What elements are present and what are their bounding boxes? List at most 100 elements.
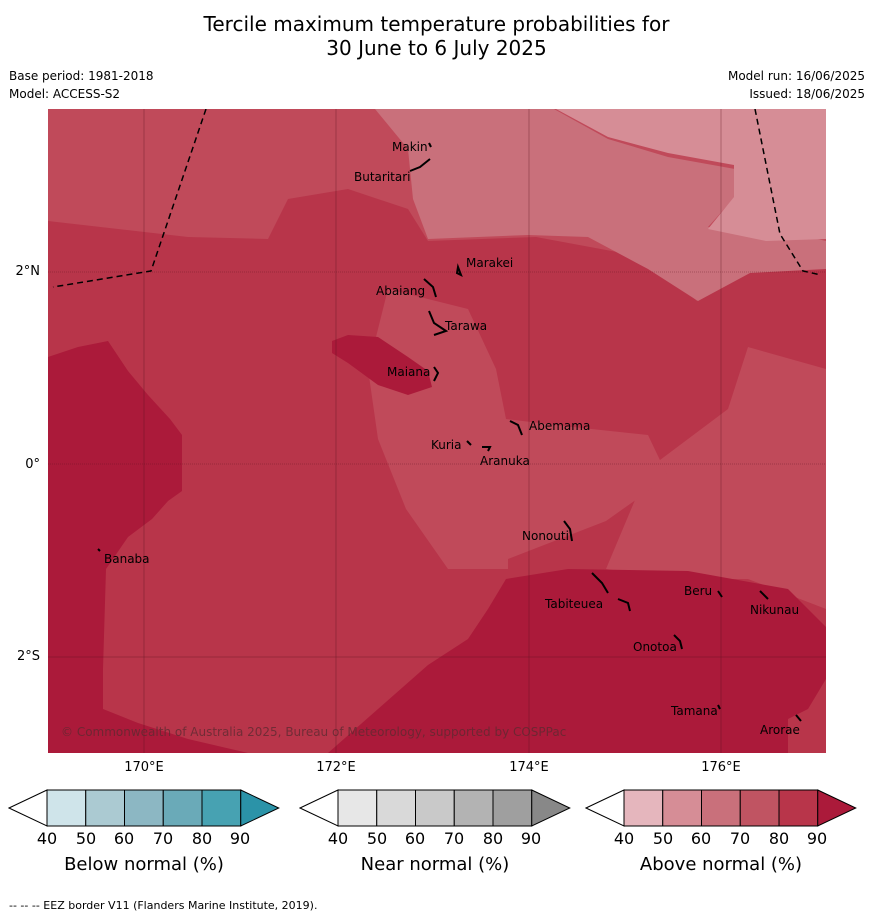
colorbar-segment [492,789,533,827]
grid-lines [48,109,826,753]
cbar1-tick: 70 [443,829,465,848]
island-abemama [509,420,523,436]
island-onotoa [673,634,683,650]
map-title: Tercile maximum temperature probabilitie… [0,12,873,60]
place-label: Tamana [670,704,718,718]
colorbar-extend-high [240,789,280,827]
lat-label-2n: 2°N [15,264,41,279]
lon-label-172e: 172°E [316,760,356,775]
lat-label-2s: 2°S [16,649,40,664]
issued-date: Issued: 18/06/2025 [749,87,865,101]
copyright-notice: © Commonwealth of Australia 2025, Bureau… [61,725,566,739]
place-label: Tabiteuea [544,597,603,611]
island-makin [428,142,432,148]
island-tabiteuea [591,572,631,612]
cbar0-tick: 80 [191,829,213,848]
place-label: Makin [392,140,428,154]
place-label: Tarawa [444,319,487,333]
cbar2-tick: 40 [613,829,635,848]
zone-70-80-middle [368,289,668,569]
metadata-left: Base period: 1981-2018 Model: ACCESS-S2 [9,67,154,103]
colorbar-extend-low [299,789,339,827]
place-label: Marakei [466,256,513,270]
colorbar-segment [337,789,378,827]
place-label: Abemama [529,419,590,433]
colorbar-segment [162,789,203,827]
place-label: Kuria [431,438,462,452]
colorbar-segment [701,789,741,827]
colorbar-near-normal [299,789,571,827]
island-marakei [455,263,463,278]
zone-60-70 [375,109,826,301]
island-banaba [97,548,101,552]
colorbar-segment [124,789,164,827]
cbar2-tick: 90 [806,829,828,848]
colorbar-title-above: Above normal (%) [639,854,803,875]
zone-90-west [48,341,248,753]
island-arorae [795,714,802,722]
cbar2-tick: 60 [690,829,712,848]
island-tamana [717,704,721,710]
island-tarawa [428,310,449,336]
colorbar-title-near: Near normal (%) [360,854,510,875]
cbar1-tick: 90 [520,829,542,848]
island-beru [717,590,723,598]
place-label: Nonouti [522,529,569,543]
colorbar-extend-low [585,789,625,827]
colorbar-segment [778,789,819,827]
colorbar-segment [85,789,125,827]
colorbar-below-normal [8,789,280,827]
island-kuria [466,440,472,446]
lon-label-176e: 176°E [701,760,741,775]
colorbar-above-normal [585,789,857,827]
title-line-2: 30 June to 6 July 2025 [326,36,547,60]
colorbar-title-below: Below normal (%) [64,854,224,875]
zone-90-south [328,569,826,753]
island-butaritari [409,158,431,172]
colorbar-segment [201,789,242,827]
cbar2-tick: 70 [729,829,751,848]
lat-label-equator: 0° [25,457,40,472]
cbar0-tick: 50 [75,829,97,848]
metadata-right: Model run: 16/06/2025 Issued: 18/06/2025 [728,67,865,103]
place-label: Aranuka [480,454,530,468]
island-maiana [433,366,440,382]
colorbar-extend-high [531,789,571,827]
colorbar-extend-low [8,789,48,827]
cbar0-tick: 90 [229,829,251,848]
cbar1-tick: 40 [327,829,349,848]
cbar0-tick: 40 [36,829,58,848]
zone-90-maiana [332,335,432,395]
colorbar-segment [739,789,780,827]
zone-50-60 [556,109,826,241]
cbar2-tick: 80 [768,829,790,848]
colorbar-segment [453,789,494,827]
island-abaiang [423,278,437,298]
colorbar-segment [415,789,455,827]
island-nonouti [563,520,573,542]
eez-footer-note: -- -- -- EEZ border V11 (Flanders Marine… [9,899,318,912]
model-run-date: Model run: 16/06/2025 [727,69,865,83]
place-label: Banaba [104,552,150,566]
eez-border-west [52,109,207,288]
colorbar-extend-high [817,789,857,827]
probability-map: Makin Butaritari Marakei Abaiang Tarawa … [48,109,826,753]
lon-label-174e: 174°E [509,760,549,775]
model-name: Model: ACCESS-S2 [9,87,121,101]
place-label: Onotoa [633,640,677,654]
eez-borders [52,109,822,288]
lon-label-170e: 170°E [124,760,164,775]
place-label: Maiana [387,365,430,379]
islands [97,142,802,722]
cbar1-tick: 50 [366,829,388,848]
colorbar-segment [662,789,702,827]
place-label: Nikunau [750,603,799,617]
island-nikunau [759,590,769,600]
island-aranuka [482,446,492,452]
colorbar-segment [46,789,87,827]
colorbar-segment [376,789,416,827]
colorbar-segment [623,789,664,827]
place-label: Butaritari [354,170,411,184]
eez-border-east [754,109,822,276]
cbar0-tick: 60 [113,829,135,848]
